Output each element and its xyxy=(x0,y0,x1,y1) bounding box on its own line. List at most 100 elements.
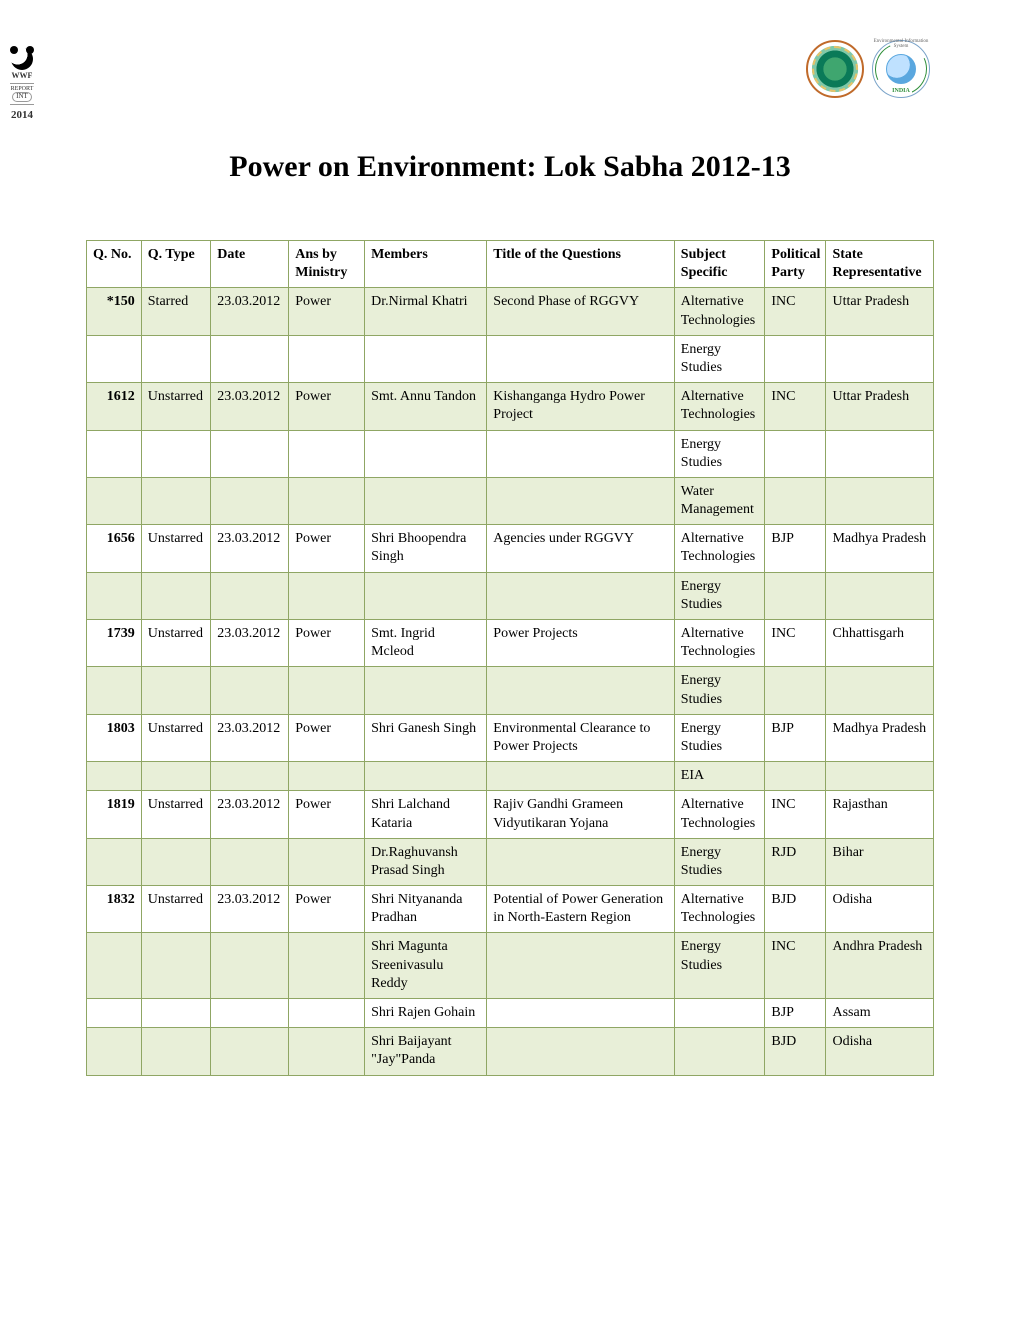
table-cell: Madhya Pradesh xyxy=(826,714,934,761)
table-cell: BJP xyxy=(765,714,826,761)
wwf-badge: WWF REPORT INT 2014 xyxy=(8,48,36,121)
table-cell: 1803 xyxy=(87,714,142,761)
table-cell: 1656 xyxy=(87,525,142,572)
table-row: EIA xyxy=(87,762,934,791)
table-cell xyxy=(365,477,487,524)
table-cell xyxy=(674,999,765,1028)
table-row: Shri Baijayant "Jay"PandaBJDOdisha xyxy=(87,1028,934,1075)
table-cell xyxy=(765,477,826,524)
table-cell: Power xyxy=(289,620,365,667)
table-cell xyxy=(289,999,365,1028)
table-cell: Alternative Technologies xyxy=(674,620,765,667)
table-cell: Dr.Nirmal Khatri xyxy=(365,288,487,335)
table-cell: Unstarred xyxy=(141,886,211,933)
table-cell: Chhattisgarh xyxy=(826,620,934,667)
table-cell xyxy=(141,838,211,885)
table-cell xyxy=(211,933,289,999)
table-cell xyxy=(765,667,826,714)
table-row: Water Management xyxy=(87,477,934,524)
table-cell: 23.03.2012 xyxy=(211,791,289,838)
table-cell xyxy=(141,667,211,714)
table-cell xyxy=(211,335,289,382)
table-cell: 1612 xyxy=(87,383,142,430)
table-cell xyxy=(487,667,675,714)
table-cell: INC xyxy=(765,791,826,838)
table-row: 1803Unstarred23.03.2012PowerShri Ganesh … xyxy=(87,714,934,761)
table-row: Energy Studies xyxy=(87,430,934,477)
panda-icon xyxy=(11,48,33,70)
data-table: Q. No. Q. Type Date Ans by Ministry Memb… xyxy=(86,240,934,1076)
india-label: INDIA xyxy=(890,88,912,94)
data-table-wrap: Q. No. Q. Type Date Ans by Ministry Memb… xyxy=(86,240,934,1076)
table-cell: INC xyxy=(765,620,826,667)
table-row: *150Starred23.03.2012PowerDr.Nirmal Khat… xyxy=(87,288,934,335)
table-cell xyxy=(141,477,211,524)
table-cell xyxy=(826,667,934,714)
int-pill: INT xyxy=(12,92,32,102)
table-cell xyxy=(141,430,211,477)
table-cell xyxy=(141,933,211,999)
table-cell: Power xyxy=(289,288,365,335)
table-cell: *150 xyxy=(87,288,142,335)
table-cell: 1739 xyxy=(87,620,142,667)
table-cell xyxy=(365,430,487,477)
table-cell xyxy=(87,477,142,524)
table-row: Energy Studies xyxy=(87,667,934,714)
table-cell: INC xyxy=(765,933,826,999)
table-cell xyxy=(487,335,675,382)
table-cell xyxy=(765,335,826,382)
table-cell: Power Projects xyxy=(487,620,675,667)
badge-divider xyxy=(10,104,34,105)
table-cell: Power xyxy=(289,714,365,761)
table-cell xyxy=(87,1028,142,1075)
table-cell: INC xyxy=(765,383,826,430)
col-min: Ans by Ministry xyxy=(289,241,365,288)
table-row: Shri Rajen GohainBJPAssam xyxy=(87,999,934,1028)
badge-divider xyxy=(10,83,34,84)
table-cell xyxy=(365,762,487,791)
table-cell xyxy=(289,762,365,791)
table-cell: Alternative Technologies xyxy=(674,525,765,572)
table-cell: Kishanganga Hydro Power Project xyxy=(487,383,675,430)
table-cell: Rajasthan xyxy=(826,791,934,838)
table-cell xyxy=(141,335,211,382)
table-row: Energy Studies xyxy=(87,572,934,619)
table-cell xyxy=(765,572,826,619)
table-cell: Agencies under RGGVY xyxy=(487,525,675,572)
table-cell: INC xyxy=(765,288,826,335)
table-cell xyxy=(141,762,211,791)
table-cell xyxy=(487,477,675,524)
table-cell xyxy=(87,999,142,1028)
table-cell xyxy=(487,762,675,791)
table-cell: Rajiv Gandhi Grameen Vidyutikaran Yojana xyxy=(487,791,675,838)
table-cell xyxy=(211,999,289,1028)
table-cell: Water Management xyxy=(674,477,765,524)
table-cell xyxy=(826,477,934,524)
table-cell xyxy=(289,838,365,885)
table-cell: 1832 xyxy=(87,886,142,933)
table-cell: Alternative Technologies xyxy=(674,791,765,838)
table-cell: Shri Bhoopendra Singh xyxy=(365,525,487,572)
table-cell: Shri Rajen Gohain xyxy=(365,999,487,1028)
table-cell: Second Phase of RGGVY xyxy=(487,288,675,335)
table-cell xyxy=(289,430,365,477)
table-cell: Power xyxy=(289,383,365,430)
col-qtype: Q. Type xyxy=(141,241,211,288)
table-cell: Smt. Ingrid Mcleod xyxy=(365,620,487,667)
table-cell xyxy=(141,572,211,619)
table-cell xyxy=(141,999,211,1028)
table-cell xyxy=(487,1028,675,1075)
table-cell: Dr.Raghuvansh Prasad Singh xyxy=(365,838,487,885)
table-row: 1832Unstarred23.03.2012PowerShri Nityana… xyxy=(87,886,934,933)
table-cell: Energy Studies xyxy=(674,335,765,382)
table-row: Energy Studies xyxy=(87,335,934,382)
table-cell xyxy=(487,999,675,1028)
table-cell xyxy=(211,430,289,477)
table-cell: RJD xyxy=(765,838,826,885)
report-label: REPORT xyxy=(11,86,34,93)
table-cell xyxy=(289,477,365,524)
table-cell: Power xyxy=(289,791,365,838)
table-row: Dr.Raghuvansh Prasad SinghEnergy Studies… xyxy=(87,838,934,885)
header-logos: Environmental Information System INDIA xyxy=(806,40,930,98)
table-cell xyxy=(365,667,487,714)
